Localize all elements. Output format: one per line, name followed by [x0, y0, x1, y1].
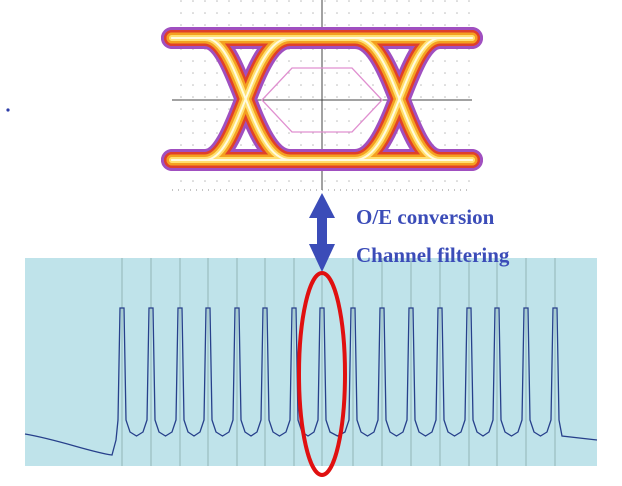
figure: O/E conversion Channel filtering — [0, 0, 622, 486]
label: O/E conversion — [356, 205, 495, 229]
dot — [6, 108, 9, 111]
diagram: O/E conversion Channel filtering — [0, 0, 622, 486]
eye-diagram — [172, 0, 472, 190]
label: Channel filtering — [356, 243, 510, 267]
